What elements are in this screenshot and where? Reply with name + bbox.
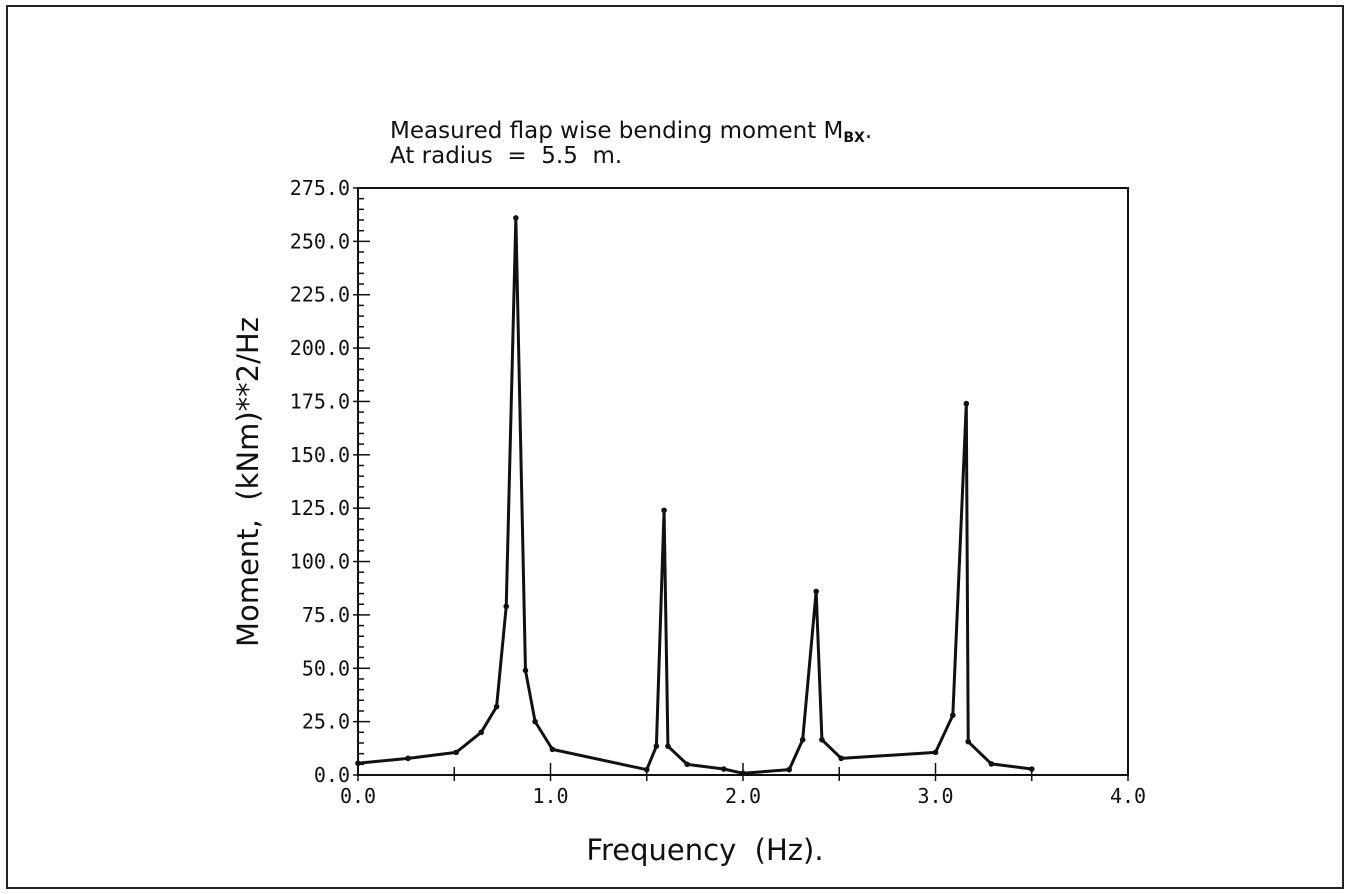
data-point xyxy=(493,703,500,710)
data-point xyxy=(522,667,529,674)
data-point xyxy=(661,507,667,514)
data-point xyxy=(813,588,819,595)
x-tick-label: 3.0 xyxy=(917,784,953,808)
series-line xyxy=(357,216,1032,775)
data-point xyxy=(684,761,690,768)
x-tick-label: 1.0 xyxy=(532,784,568,808)
data-point xyxy=(932,749,939,756)
data-point xyxy=(740,770,746,777)
x-tick-label: 4.0 xyxy=(1110,784,1146,808)
data-point xyxy=(653,743,660,749)
y-tick-label: 250.0 xyxy=(290,229,350,253)
y-axis-label: Moment, (kNm)**2/Hz xyxy=(231,317,265,647)
y-tick-label: 25.0 xyxy=(302,710,350,734)
data-point xyxy=(1028,766,1035,772)
chart-title-line-1: Measured flap wise bending moment MBX. xyxy=(390,118,872,146)
chart-title-subscript: BX xyxy=(843,130,865,146)
data-point xyxy=(819,736,825,743)
chart-title-main: Measured flap wise bending moment M xyxy=(390,118,843,144)
data-point xyxy=(513,215,519,221)
data-point xyxy=(720,766,727,772)
data-point xyxy=(405,755,411,762)
y-tick-label: 275.0 xyxy=(290,176,350,200)
chart-title-suffix: . xyxy=(865,118,872,144)
data-point xyxy=(963,400,970,407)
plot-frame xyxy=(357,187,1129,776)
x-axis-label: Frequency (Hz). xyxy=(586,833,823,867)
data-point xyxy=(965,738,972,745)
y-tick-label: 175.0 xyxy=(290,389,350,413)
y-tick-label: 75.0 xyxy=(302,603,350,627)
data-point xyxy=(532,718,538,725)
data-point xyxy=(453,749,459,756)
y-tick-label: 125.0 xyxy=(290,496,350,520)
data-point xyxy=(643,766,650,773)
y-tick-label: 0.0 xyxy=(314,763,350,787)
page-frame xyxy=(6,5,1344,889)
x-tick-label: 2.0 xyxy=(725,784,761,808)
data-point xyxy=(355,760,361,767)
data-point xyxy=(988,761,995,767)
data-point xyxy=(950,712,956,719)
chart-title-line-2: At radius = 5.5 m. xyxy=(390,143,622,169)
data-point xyxy=(478,729,485,736)
y-tick-label: 200.0 xyxy=(290,336,350,360)
y-tick-label: 150.0 xyxy=(290,443,350,467)
y-tick-label: 100.0 xyxy=(290,550,350,574)
y-tick-label: 50.0 xyxy=(302,656,350,680)
data-point xyxy=(838,755,844,762)
x-tick-label: 0.0 xyxy=(340,784,376,808)
data-point xyxy=(503,603,510,610)
data-point xyxy=(786,766,792,773)
y-tick-label: 225.0 xyxy=(290,283,350,307)
data-point xyxy=(799,736,806,743)
data-point xyxy=(665,743,671,749)
data-point xyxy=(549,746,556,753)
